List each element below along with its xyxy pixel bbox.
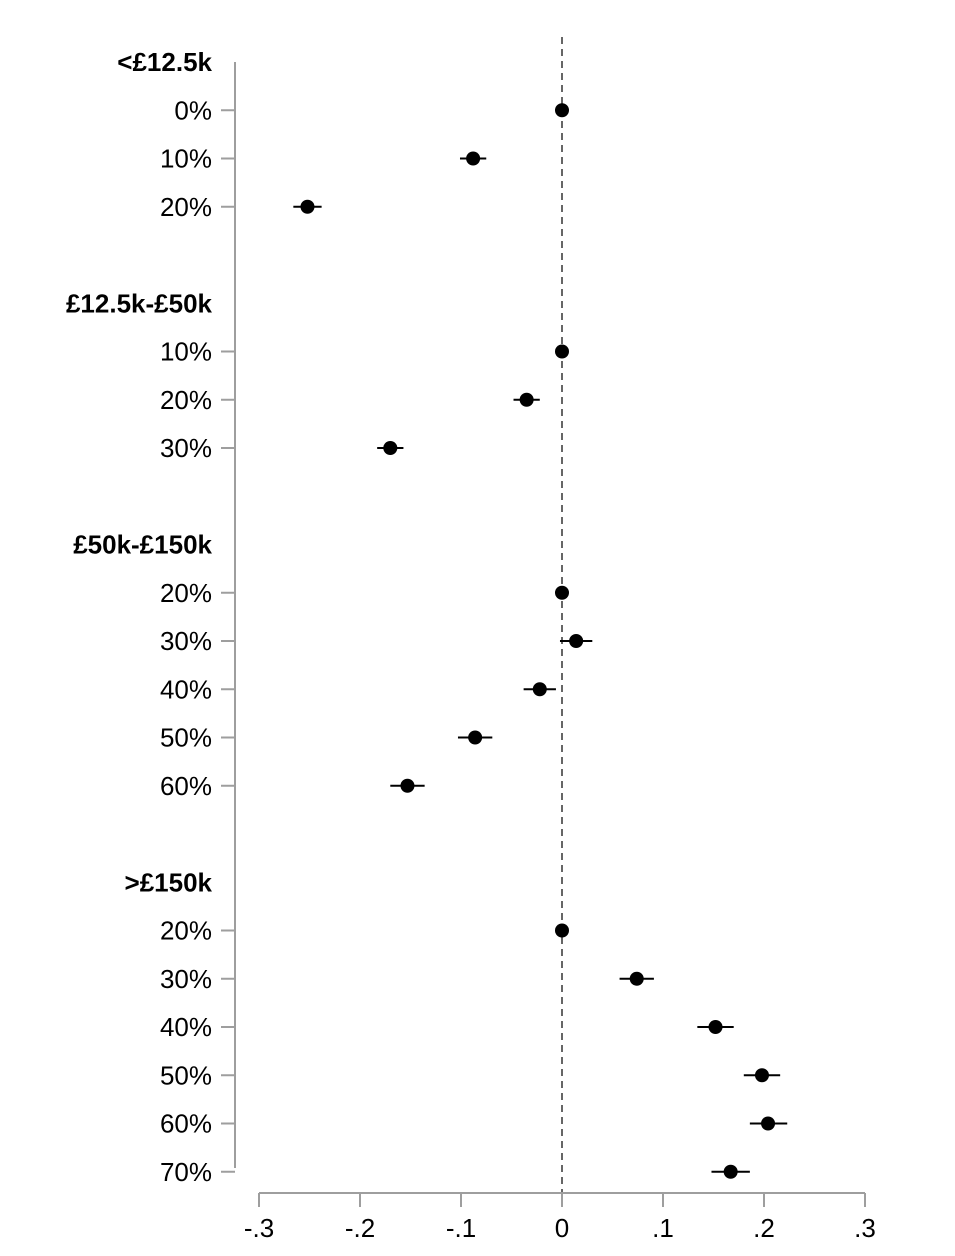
estimate-point bbox=[555, 103, 569, 118]
estimate-point bbox=[555, 585, 569, 600]
y-tick-label: 20% bbox=[160, 916, 212, 946]
group-label: £12.5k-£50k bbox=[66, 288, 213, 318]
y-tick-label: 20% bbox=[160, 192, 212, 222]
group-label: <£12.5k bbox=[117, 47, 212, 77]
y-tick-label: 30% bbox=[160, 964, 212, 994]
estimate-point bbox=[468, 730, 483, 745]
estimate-point bbox=[300, 199, 315, 214]
y-tick-label: 40% bbox=[160, 674, 212, 704]
x-tick-label: .3 bbox=[854, 1213, 876, 1243]
y-tick-label: 30% bbox=[160, 626, 212, 656]
estimate-point bbox=[466, 151, 481, 166]
estimate-point bbox=[400, 778, 415, 793]
y-tick-label: 40% bbox=[160, 1012, 212, 1042]
estimate-point bbox=[555, 923, 569, 938]
x-tick-label: .2 bbox=[753, 1213, 775, 1243]
estimate-point bbox=[383, 441, 398, 455]
estimate-point bbox=[569, 634, 584, 648]
group-label: >£150k bbox=[125, 867, 213, 897]
y-tick-label: 10% bbox=[160, 337, 212, 367]
y-tick-label: 0% bbox=[174, 95, 212, 125]
estimate-point bbox=[754, 1068, 769, 1083]
estimate-point bbox=[532, 682, 547, 697]
x-tick-label: -.1 bbox=[446, 1213, 476, 1243]
x-tick-label: 0 bbox=[555, 1213, 569, 1243]
axes-layer bbox=[221, 62, 866, 1207]
y-tick-label: 10% bbox=[160, 144, 212, 174]
y-tick-label: 20% bbox=[160, 578, 212, 608]
estimate-point bbox=[761, 1116, 776, 1131]
y-tick-label: 20% bbox=[160, 385, 212, 415]
estimate-point bbox=[723, 1164, 738, 1179]
labels-layer: -.3 -.2 -.1 0 .1 .2 .3 <£12.5k 0% 10% 20% £12.5k-£5… bbox=[66, 47, 876, 1243]
y-tick-label: 50% bbox=[160, 1060, 212, 1090]
y-tick-label: 60% bbox=[160, 771, 212, 801]
x-tick-label: -.3 bbox=[244, 1213, 274, 1243]
group-label: £50k-£150k bbox=[73, 530, 212, 560]
estimate-point bbox=[708, 1020, 723, 1034]
y-tick-label: 60% bbox=[160, 1109, 212, 1139]
y-tick-label: 30% bbox=[160, 433, 212, 463]
marks-layer bbox=[293, 103, 788, 1179]
estimate-point bbox=[629, 971, 644, 986]
y-tick-label: 50% bbox=[160, 723, 212, 753]
estimate-point bbox=[555, 344, 569, 359]
x-tick-label: .1 bbox=[652, 1213, 674, 1243]
estimate-point bbox=[519, 392, 534, 407]
y-tick-label: 70% bbox=[160, 1157, 212, 1187]
x-tick-label: -.2 bbox=[345, 1213, 375, 1243]
